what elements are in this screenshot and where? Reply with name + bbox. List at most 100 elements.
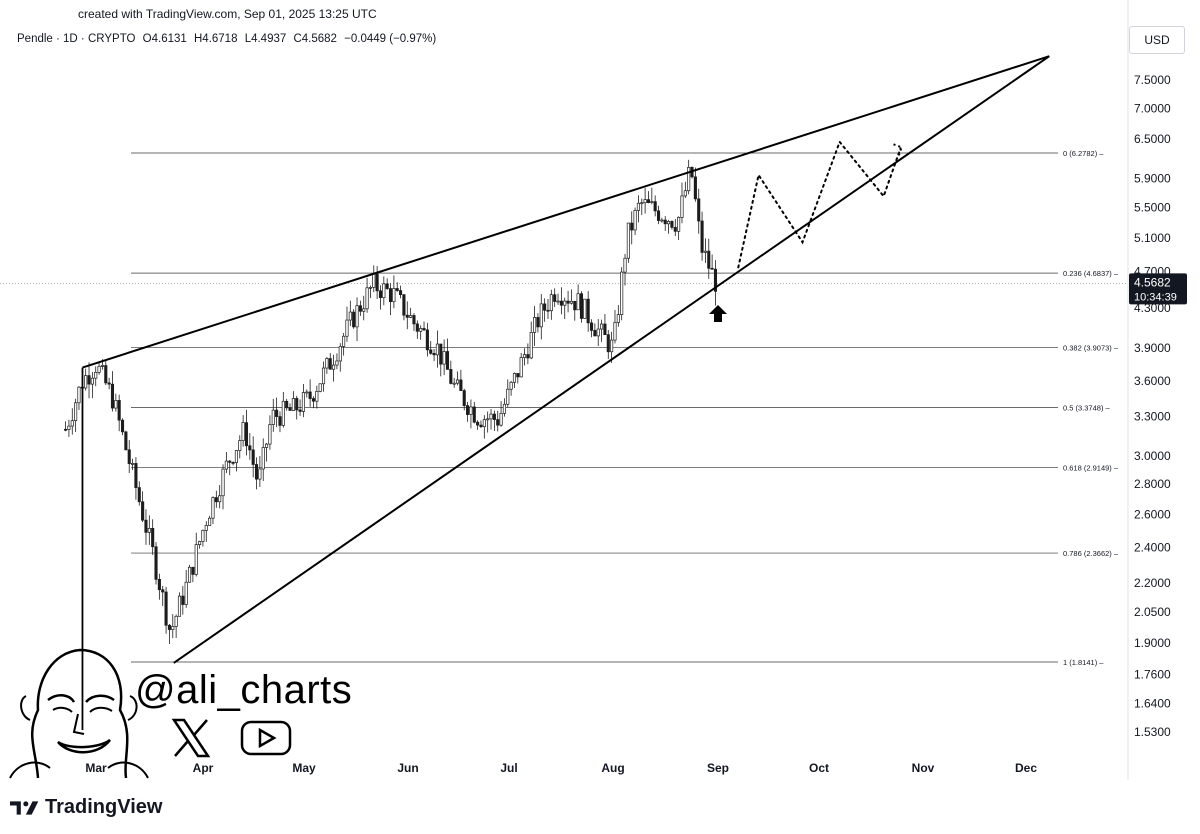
x-tick-label: Jul	[500, 761, 517, 775]
candle-up	[187, 566, 192, 583]
candle-down	[254, 464, 259, 480]
candle-down	[399, 290, 403, 296]
candle-down	[586, 298, 590, 324]
candle-up	[522, 354, 527, 358]
candle-down	[244, 422, 249, 447]
change-value: −0.0449 (−0.97%)	[344, 33, 437, 45]
candle-up	[623, 257, 627, 273]
fib-level-label: 0.382 (3.9073) –	[1063, 343, 1119, 352]
brand-name: TradingView	[45, 796, 163, 818]
candle-down	[144, 519, 148, 533]
candle-down	[459, 379, 463, 391]
candle-up	[512, 373, 517, 383]
candle-up	[489, 413, 493, 420]
candle-up	[687, 167, 691, 192]
candle-down	[285, 400, 289, 409]
y-tick-label: 7.0000	[1134, 101, 1171, 115]
candle-down	[476, 421, 480, 426]
candle-down	[466, 405, 470, 415]
y-tick-label: 5.5000	[1134, 200, 1171, 214]
candle-up	[703, 250, 707, 253]
y-tick-label: 3.6000	[1134, 374, 1171, 388]
candle-up	[452, 382, 456, 385]
candle-down	[589, 322, 594, 331]
candle-down	[151, 528, 155, 548]
candle-down	[157, 578, 161, 591]
fib-level-label: 0.236 (4.6837) –	[1063, 269, 1119, 278]
candle-down	[214, 497, 218, 503]
y-tick-label: 3.3000	[1134, 410, 1171, 424]
candle-up	[338, 346, 342, 362]
x-tick-label: Nov	[912, 761, 935, 775]
candle-down	[154, 546, 158, 580]
candle-up	[455, 379, 460, 384]
price-tag-bg	[1129, 273, 1187, 305]
candle-up	[633, 210, 637, 231]
candle-up	[241, 422, 245, 441]
candle-up	[683, 190, 687, 197]
candle-down	[707, 250, 711, 269]
candle-up	[680, 195, 684, 218]
candle-up	[549, 294, 553, 312]
candle-up	[100, 365, 104, 367]
candle-up	[315, 391, 319, 402]
candle-down	[402, 294, 406, 316]
symbol-name[interactable]: Pendle · 1D · CRYPTO	[17, 33, 136, 45]
candle-down	[278, 416, 282, 426]
y-tick-label: 1.6400	[1134, 696, 1171, 710]
candle-up	[211, 497, 215, 519]
created-caption: created with TradingView.com, Sep 01, 20…	[78, 7, 377, 21]
candle-down	[449, 369, 453, 384]
candle-down	[405, 314, 409, 318]
candle-up	[301, 392, 305, 412]
candle-down	[181, 595, 185, 605]
candle-down	[120, 419, 125, 433]
candle-up	[613, 322, 617, 341]
candle-down	[87, 375, 91, 385]
y-tick-label: 3.9000	[1134, 341, 1171, 355]
price-tag-countdown: 10:34:39	[1134, 291, 1177, 303]
candle-up	[643, 199, 647, 204]
candle-down	[429, 349, 433, 354]
candle-down	[543, 303, 547, 311]
candle-down	[670, 221, 674, 228]
y-tick-label: 2.6000	[1134, 507, 1171, 521]
candle-up	[238, 440, 242, 451]
low-value: L4.4937	[244, 33, 287, 45]
candle-down	[298, 409, 302, 412]
candle-down	[492, 413, 496, 420]
candle-down	[546, 309, 550, 312]
watermark-handle: @ali_charts	[135, 668, 353, 712]
candle-down	[663, 219, 667, 225]
currency-button[interactable]: USD	[1129, 26, 1185, 54]
candle-up	[208, 517, 212, 526]
candle-down	[395, 288, 399, 291]
candle-up	[636, 202, 640, 211]
tradingview-logo-icon	[10, 800, 39, 815]
x-tick-label: Dec	[1015, 761, 1037, 775]
candle-down	[64, 428, 68, 431]
candle-up	[171, 626, 175, 630]
candle-up	[355, 305, 359, 328]
candle-down	[107, 382, 111, 385]
candle-up	[626, 222, 630, 259]
y-tick-label: 4.3000	[1134, 301, 1171, 315]
candle-down	[375, 273, 379, 292]
candle-up	[194, 544, 198, 575]
candle-down	[378, 290, 383, 298]
candle-up	[261, 447, 265, 470]
candle-up	[321, 367, 326, 385]
social-icons	[170, 718, 292, 758]
candle-up	[372, 273, 376, 288]
y-tick-label: 2.4000	[1134, 540, 1171, 554]
candle-down	[559, 300, 563, 306]
candle-up	[392, 288, 396, 303]
candle-down	[110, 383, 115, 409]
x-axis-labels: Mar Apr May Jun Jul Aug Sep Oct Nov Dec	[85, 761, 1037, 775]
candle-up	[435, 343, 439, 356]
candle-up	[201, 530, 205, 542]
candle-up	[74, 402, 78, 422]
avatar-icon	[8, 640, 153, 785]
tradingview-brand[interactable]: TradingView	[10, 796, 162, 819]
